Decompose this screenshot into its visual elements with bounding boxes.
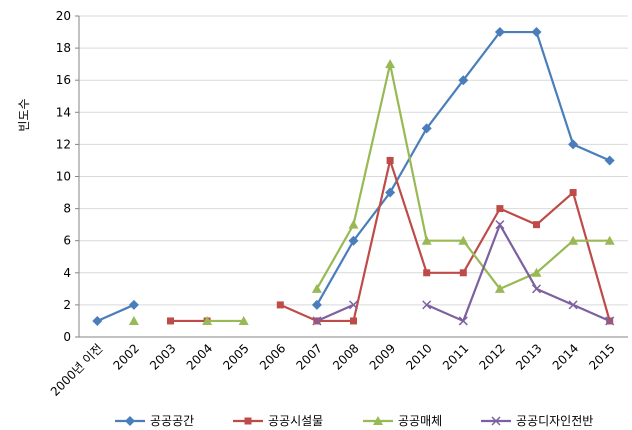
x-tick-label: 2012	[477, 341, 508, 372]
x-tick-label: 2008	[330, 341, 361, 372]
x-tick-label: 2007	[294, 341, 325, 372]
legend-item: 공공매체	[363, 414, 442, 428]
x-tick-label: 2014	[550, 341, 581, 372]
marker	[421, 235, 432, 245]
marker	[568, 300, 578, 310]
legend-label: 공공시설물	[268, 414, 323, 428]
legend-item: 공공시설물	[233, 414, 323, 428]
x-tick-label: 2009	[367, 341, 398, 372]
marker	[531, 284, 542, 294]
marker	[128, 315, 139, 325]
y-tick-label: 18	[56, 41, 71, 55]
series-line	[207, 63, 610, 323]
marker	[458, 316, 468, 326]
marker	[385, 59, 396, 69]
legend-label: 공공디자인전반	[516, 414, 593, 428]
x-tick-label: 2013	[513, 341, 544, 372]
marker	[125, 416, 135, 426]
marker	[494, 283, 505, 293]
marker	[533, 221, 540, 229]
x-tick-label: 2010	[403, 341, 434, 372]
marker	[422, 300, 432, 310]
marker	[350, 317, 357, 325]
marker	[605, 316, 615, 326]
marker	[167, 317, 174, 325]
y-tick-label: 14	[56, 105, 71, 119]
marker	[385, 187, 396, 198]
marker	[531, 27, 542, 38]
marker	[92, 315, 103, 326]
marker	[348, 219, 359, 229]
marker	[459, 269, 467, 277]
y-tick-label: 20	[56, 9, 71, 23]
marker	[386, 156, 394, 164]
marker	[244, 417, 252, 425]
marker	[202, 315, 213, 325]
x-tick-label: 2005	[220, 341, 251, 372]
marker	[491, 416, 501, 426]
y-tick-label: 8	[63, 202, 71, 216]
marker	[421, 123, 432, 134]
y-tick-label: 0	[63, 330, 71, 344]
legend-label: 공공매체	[398, 414, 442, 428]
y-tick-label: 10	[56, 170, 71, 184]
series-line	[316, 222, 611, 323]
marker	[531, 267, 542, 277]
marker	[496, 205, 504, 213]
x-tick-label: 2003	[147, 341, 178, 372]
marker	[238, 315, 249, 325]
marker	[495, 220, 505, 230]
x-tick-label: 2004	[184, 341, 215, 372]
series-line	[170, 156, 611, 323]
legend-item: 공공공간	[115, 414, 194, 428]
x-tick-label: 2000년 이전	[48, 341, 106, 399]
marker	[604, 155, 615, 166]
marker	[348, 235, 359, 246]
x-tick-label: 2015	[586, 341, 617, 372]
marker	[423, 269, 431, 277]
marker	[569, 189, 577, 197]
marker	[311, 299, 322, 310]
marker	[458, 235, 469, 245]
x-tick-label: 2002	[111, 341, 142, 372]
y-tick-label: 12	[56, 137, 71, 151]
marker	[568, 139, 579, 150]
y-tick-label: 6	[63, 234, 71, 248]
y-axis-label: 빈도수	[17, 98, 31, 131]
y-tick-label: 4	[63, 266, 71, 280]
marker	[494, 27, 505, 38]
marker	[604, 235, 615, 245]
legend-item: 공공디자인전반	[481, 414, 593, 428]
marker	[276, 301, 284, 309]
x-tick-label: 2011	[440, 341, 471, 372]
marker	[348, 300, 359, 310]
marker	[458, 75, 469, 86]
marker	[568, 235, 579, 245]
y-tick-label: 2	[63, 298, 71, 312]
marker	[128, 299, 139, 310]
marker	[311, 283, 322, 293]
marker	[312, 316, 322, 326]
y-tick-label: 16	[56, 73, 71, 87]
marker	[373, 416, 383, 425]
x-tick-label: 2006	[257, 341, 288, 372]
legend-label: 공공공간	[150, 414, 194, 428]
